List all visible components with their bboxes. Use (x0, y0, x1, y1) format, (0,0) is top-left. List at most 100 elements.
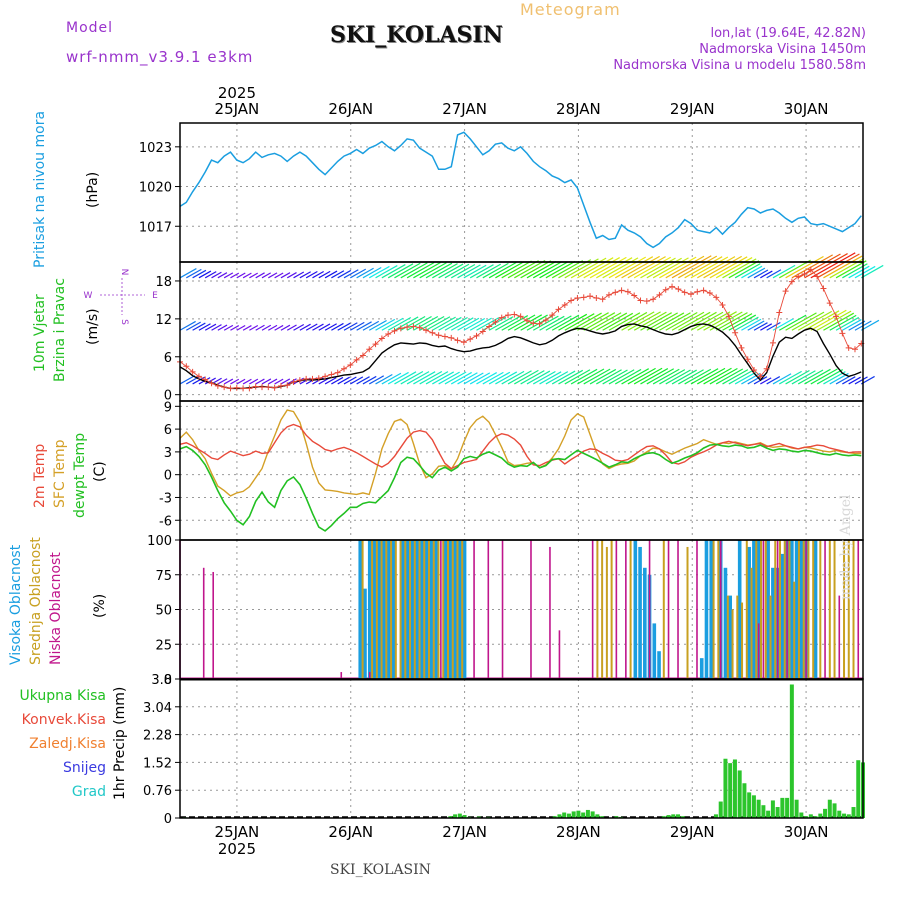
wind-barb (715, 312, 748, 331)
wind-barb (804, 310, 840, 331)
mid-cloud-bar (755, 540, 758, 679)
mid-cloud-bar (750, 567, 753, 679)
wind-barb (640, 368, 669, 385)
wind-gust-line (179, 269, 862, 389)
mid-cloud-bar (726, 595, 729, 679)
wind-barb (766, 322, 781, 331)
mid-cloud-bar (409, 540, 412, 679)
precip-bar (827, 799, 832, 818)
wind-barb (463, 264, 487, 279)
low-cloud-bar (368, 672, 371, 679)
mid-cloud-bar (418, 540, 421, 679)
wind-barb (419, 370, 443, 385)
precip-bar (766, 810, 771, 818)
wind-barb (842, 376, 856, 385)
mid-cloud-bar (686, 546, 689, 679)
wind-barb (778, 259, 811, 279)
wind-barb (703, 255, 742, 279)
wind-barb (621, 368, 650, 385)
wind-barb (211, 271, 222, 279)
wind-barb (810, 309, 847, 331)
precip-bar (823, 808, 828, 818)
wind-barb (362, 375, 377, 385)
wind-barb (583, 368, 611, 385)
low-cloud-bar (762, 540, 765, 679)
precip-bar (581, 812, 586, 818)
wind-barb (274, 324, 284, 331)
wind-barb (312, 270, 324, 279)
wind-barb (596, 257, 633, 279)
wind-barb (558, 313, 588, 331)
mid-cloud-bar (601, 540, 604, 679)
wind-barb (413, 262, 441, 279)
wind-barb (337, 376, 350, 385)
mid-cloud-bar (807, 540, 810, 679)
wind-barb (280, 324, 291, 331)
wind-barb (507, 370, 532, 385)
footer-station: SKI_KOLASIN (330, 862, 431, 878)
wind-barb (652, 312, 685, 331)
low-cloud-bar (473, 540, 475, 679)
low-cloud-bar (549, 546, 551, 679)
wind-barb (760, 270, 773, 279)
wind-barb (678, 369, 704, 385)
wind-barb (450, 317, 474, 331)
low-cloud-bar (838, 595, 841, 679)
wind-barb (652, 368, 680, 385)
wind-barb (514, 259, 546, 279)
wind-barb (614, 368, 642, 385)
wind-barb (570, 312, 602, 331)
high-cloud-bar (420, 540, 424, 679)
wind-barb (343, 376, 357, 385)
wind-barb (772, 373, 792, 385)
mid-cloud-bar (371, 540, 374, 679)
wind-barb (715, 368, 744, 385)
wind-barb (217, 324, 228, 331)
wind-barb (627, 256, 666, 279)
wind-barb (476, 372, 498, 385)
wind-barb (438, 371, 460, 385)
wind-barb (406, 371, 430, 385)
wind-barb (381, 372, 402, 385)
high-cloud-bar (752, 540, 756, 679)
wind-barb (690, 256, 729, 279)
precip-bar (742, 783, 747, 818)
low-cloud-bar (625, 540, 627, 679)
y-tick-label: -6 (159, 514, 172, 529)
low-cloud-bar (487, 540, 490, 679)
wind-barb (583, 257, 620, 279)
date-label-bottom: 26JAN (328, 823, 373, 841)
precip-bar (789, 684, 794, 818)
wind-barb (324, 323, 337, 331)
wind-barb (261, 272, 272, 279)
wind-barb (671, 369, 697, 385)
high-cloud-bar (704, 540, 709, 679)
wind-barb (230, 378, 240, 385)
wind-barb (589, 312, 622, 331)
wind-barb (331, 376, 344, 385)
wind-barb (835, 316, 860, 331)
wind-barb (797, 369, 824, 385)
compass-w: W (84, 291, 93, 301)
precip-bar (761, 805, 766, 818)
precip-bar (453, 814, 458, 818)
wind-barb (614, 256, 654, 279)
wind-barb (469, 372, 491, 385)
date-label-top: 28JAN (556, 100, 601, 118)
wind-barb (350, 376, 364, 385)
wind-barb (797, 310, 833, 331)
wind-barb (589, 256, 627, 279)
precip-ylabel: 1hr Precip (mm) (112, 687, 128, 800)
low-cloud-bar (677, 540, 679, 679)
low-cloud-bar (202, 567, 205, 679)
pressure-line (179, 131, 862, 249)
wind-barb (268, 378, 278, 385)
wind-barb (261, 324, 272, 331)
wind-barb (532, 370, 556, 385)
wind-barb (495, 261, 525, 279)
wind-barb (816, 310, 852, 331)
mid-cloud-bar (390, 540, 393, 679)
y-tick-label: 3 (164, 446, 172, 461)
wind-barb (520, 260, 552, 279)
wind-barb (709, 256, 748, 279)
